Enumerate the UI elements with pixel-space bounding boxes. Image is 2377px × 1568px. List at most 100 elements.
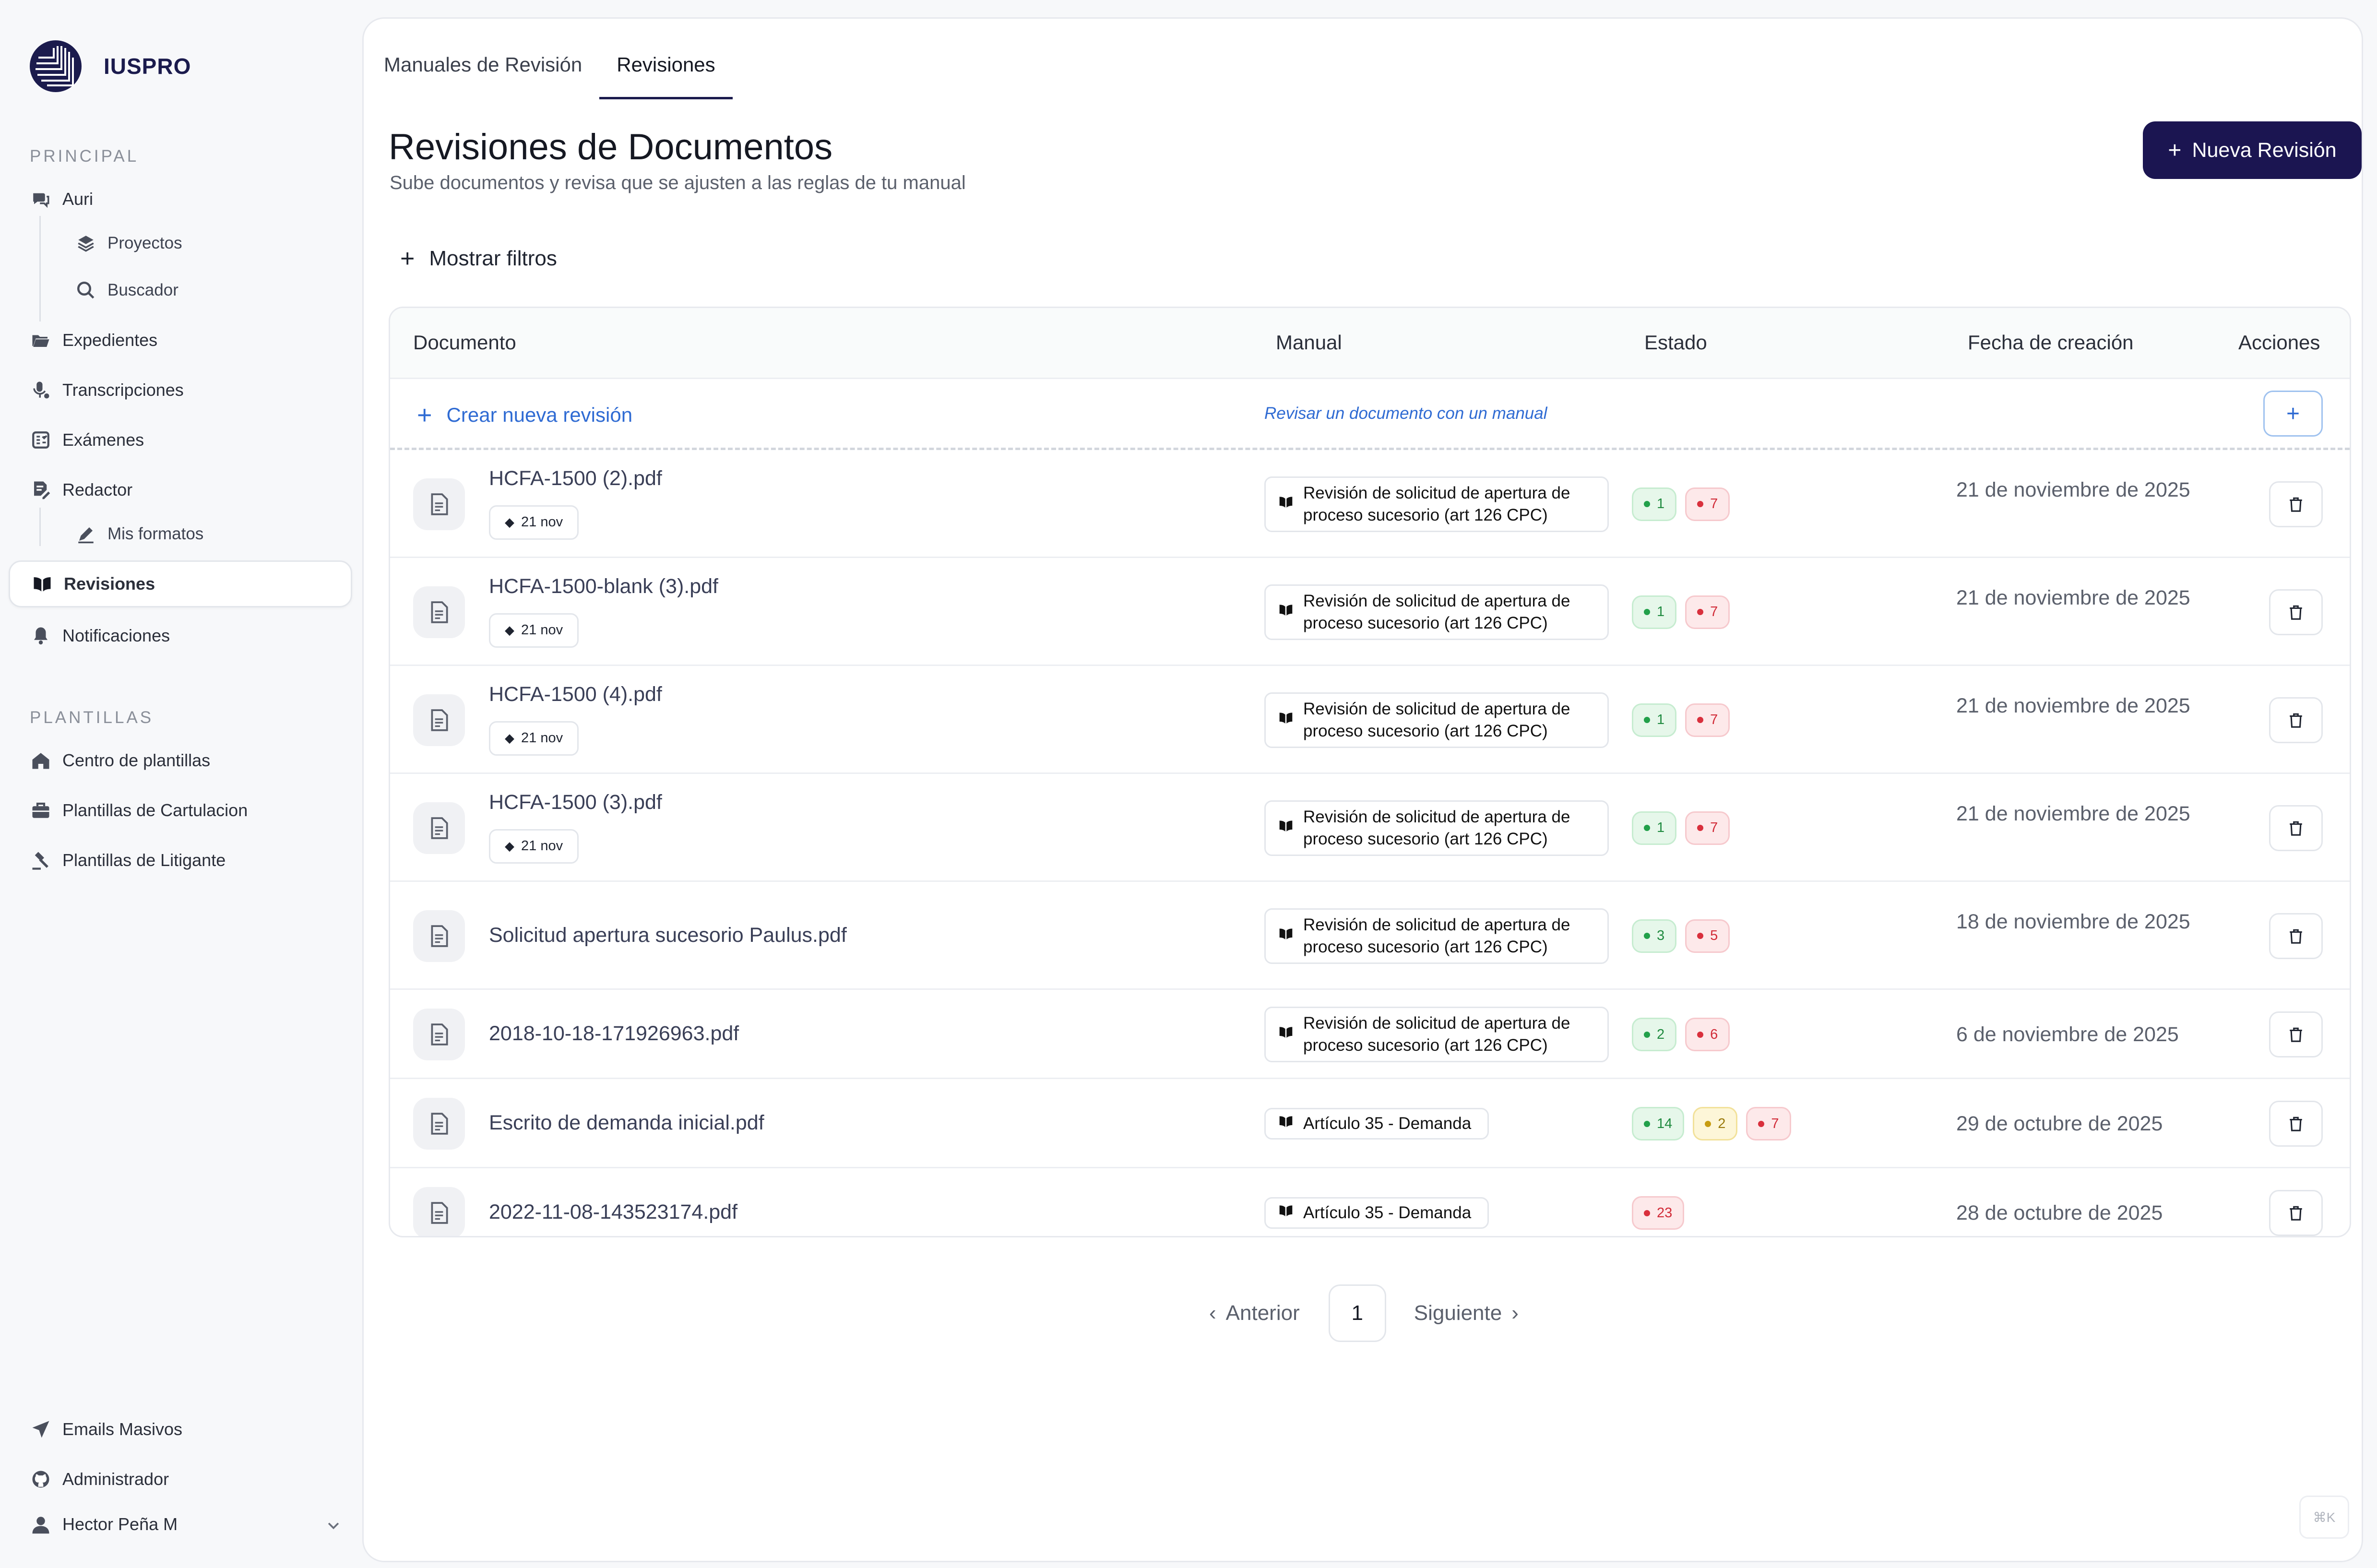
status-badges: 14 2 7 <box>1632 1107 1800 1140</box>
table-row[interactable]: Solicitud apertura sucesorio Paulus.pdf R… <box>390 882 2350 990</box>
tab-manuales[interactable]: Manuales de Revisión <box>384 53 582 76</box>
column-header-fecha[interactable]: Fecha de creación <box>1968 331 2134 354</box>
manual-chip[interactable]: Revisión de solicitud de apertura de pro… <box>1264 692 1609 748</box>
document-name[interactable]: HCFA-1500-blank (3).pdf <box>489 574 718 598</box>
status-badge-ok: 3 <box>1632 919 1677 953</box>
sidebar-item-transcripciones[interactable]: Transcripciones <box>30 368 184 412</box>
document-name[interactable]: HCFA-1500 (4).pdf <box>489 682 662 706</box>
sidebar-item-label: Expedientes <box>62 330 158 350</box>
column-header-documento[interactable]: Documento <box>413 331 516 354</box>
table-row[interactable]: HCFA-1500 (4).pdf ◆ 21 nov Revisión de soli… <box>390 666 2350 774</box>
create-review-add-button[interactable]: + <box>2263 391 2323 437</box>
manual-chip[interactable]: Artículo 35 - Demanda <box>1264 1108 1489 1140</box>
delete-button[interactable] <box>2269 805 2323 851</box>
show-filters-toggle[interactable]: + Mostrar filtros <box>400 244 557 273</box>
manual-chip[interactable]: Revisión de solicitud de apertura de pro… <box>1264 908 1609 964</box>
table-row[interactable]: 2022-11-08-143523174.pdf Artículo 35 - De… <box>390 1168 2350 1236</box>
column-header-estado[interactable]: Estado <box>1644 331 1707 354</box>
tree-line <box>39 216 41 321</box>
table-row[interactable]: HCFA-1500-blank (3).pdf ◆ 21 nov Revisión d… <box>390 558 2350 666</box>
document-name[interactable]: HCFA-1500 (3).pdf <box>489 790 662 814</box>
next-page-button[interactable]: Siguiente <box>1414 1301 1502 1325</box>
sidebar-item-revisiones[interactable]: Revisiones <box>9 560 352 607</box>
status-count: 7 <box>1710 712 1718 727</box>
create-review-link[interactable]: + Crear nueva revisión <box>417 400 632 430</box>
trash-icon <box>2288 820 2304 836</box>
sidebar-item-buscador[interactable]: Buscador <box>75 269 178 312</box>
status-dot-icon <box>1644 1120 1650 1127</box>
delete-button[interactable] <box>2269 913 2323 959</box>
sidebar-item-proyectos[interactable]: Proyectos <box>75 222 182 265</box>
sidebar-item-label: Plantillas de Litigante <box>62 850 226 870</box>
delete-button[interactable] <box>2269 1190 2323 1236</box>
page-number-button[interactable]: 1 <box>1328 1284 1386 1342</box>
plus-icon: + <box>2168 137 2182 163</box>
delete-button[interactable] <box>2269 697 2323 743</box>
document-file-icon <box>413 478 465 530</box>
sidebar-item-emails-masivos[interactable]: Emails Masivos <box>30 1408 182 1451</box>
sidebar-item-expedientes[interactable]: Expedientes <box>30 319 157 362</box>
reviews-table: Documento Manual Estado Fecha de creació… <box>389 307 2351 1237</box>
user-menu[interactable]: Hector Peña M <box>30 1503 342 1546</box>
document-name[interactable]: Escrito de demanda inicial.pdf <box>489 1111 764 1134</box>
created-date: 28 de octubre de 2025 <box>1956 1201 2163 1224</box>
table-row[interactable]: 2018-10-18-171926963.pdf Revisión de soli… <box>390 990 2350 1079</box>
chevron-left-icon: ‹ <box>1209 1301 1216 1325</box>
book-icon <box>31 573 53 595</box>
delete-button[interactable] <box>2269 1011 2323 1057</box>
status-badge-error: 7 <box>1685 811 1730 845</box>
table-row[interactable]: HCFA-1500 (3).pdf ◆ 21 nov Revisión de soli… <box>390 774 2350 882</box>
table-row[interactable]: Escrito de demanda inicial.pdf Artículo 3… <box>390 1079 2350 1168</box>
sidebar-item-label: Notificaciones <box>62 626 170 645</box>
table-body: HCFA-1500 (2).pdf ◆ 21 nov Revisión de soli… <box>390 450 2350 1236</box>
document-name[interactable]: Solicitud apertura sucesorio Paulus.pdf <box>489 923 847 947</box>
manual-name: Revisión de solicitud de apertura de pro… <box>1303 915 1570 956</box>
document-name[interactable]: 2022-11-08-143523174.pdf <box>489 1200 738 1224</box>
document-name[interactable]: HCFA-1500 (2).pdf <box>489 466 662 490</box>
github-icon <box>30 1468 52 1490</box>
show-filters-label: Mostrar filtros <box>429 247 557 270</box>
new-review-label: Nueva Revisión <box>2192 138 2337 162</box>
sidebar-item-plantillas-cartulacion[interactable]: Plantillas de Cartulacion <box>30 789 248 832</box>
status-dot-icon <box>1644 609 1650 615</box>
trash-icon <box>2288 1205 2304 1221</box>
sidebar-item-label: Mis formatos <box>107 524 204 543</box>
date-tag-label: 21 nov <box>521 838 563 854</box>
table-row[interactable]: HCFA-1500 (2).pdf ◆ 21 nov Revisión de soli… <box>390 450 2350 558</box>
document-name[interactable]: 2018-10-18-171926963.pdf <box>489 1022 739 1045</box>
brand-logo[interactable]: IUSPRO <box>29 39 191 93</box>
status-dot-icon <box>1697 501 1704 507</box>
date-tag-label: 21 nov <box>521 730 563 746</box>
created-date: 21 de noviembre de 2025 <box>1956 586 2190 609</box>
manual-chip[interactable]: Revisión de solicitud de apertura de pro… <box>1264 476 1609 532</box>
command-palette-shortcut[interactable]: ⌘K <box>2299 1496 2349 1539</box>
tab-revisiones[interactable]: Revisiones <box>599 48 733 99</box>
delete-button[interactable] <box>2269 1101 2323 1147</box>
briefcase-icon <box>30 799 52 821</box>
manual-chip[interactable]: Revisión de solicitud de apertura de pro… <box>1264 800 1609 856</box>
manual-chip[interactable]: Revisión de solicitud de apertura de pro… <box>1264 584 1609 640</box>
sidebar-item-notificaciones[interactable]: Notificaciones <box>30 614 170 657</box>
status-count: 6 <box>1710 1026 1718 1042</box>
status-count: 1 <box>1657 820 1665 835</box>
sidebar-item-auri[interactable]: Auri <box>30 178 93 221</box>
sidebar-item-redactor[interactable]: Redactor <box>30 468 132 511</box>
sidebar-item-administrador[interactable]: Administrador <box>30 1458 169 1501</box>
manual-chip[interactable]: Revisión de solicitud de apertura de pro… <box>1264 1007 1609 1062</box>
status-badge-error: 7 <box>1685 595 1730 629</box>
delete-button[interactable] <box>2269 589 2323 635</box>
created-date: 6 de noviembre de 2025 <box>1956 1023 2179 1046</box>
section-label-principal: PRINCIPAL <box>30 147 139 166</box>
sidebar-item-centro-plantillas[interactable]: Centro de plantillas <box>30 739 210 782</box>
sidebar-item-label: Auri <box>62 189 94 209</box>
manual-chip[interactable]: Artículo 35 - Demanda <box>1264 1197 1489 1229</box>
prev-page-button[interactable]: Anterior <box>1225 1301 1300 1325</box>
new-review-button[interactable]: + Nueva Revisión <box>2143 121 2362 179</box>
delete-button[interactable] <box>2269 481 2323 527</box>
sidebar-item-mis-formatos[interactable]: Mis formatos <box>75 512 203 556</box>
created-date: 21 de noviembre de 2025 <box>1956 694 2190 717</box>
sidebar-item-examenes[interactable]: Exámenes <box>30 418 144 462</box>
created-date: 18 de noviembre de 2025 <box>1956 910 2190 933</box>
column-header-manual[interactable]: Manual <box>1276 331 1342 354</box>
sidebar-item-plantillas-litigante[interactable]: Plantillas de Litigante <box>30 839 226 882</box>
